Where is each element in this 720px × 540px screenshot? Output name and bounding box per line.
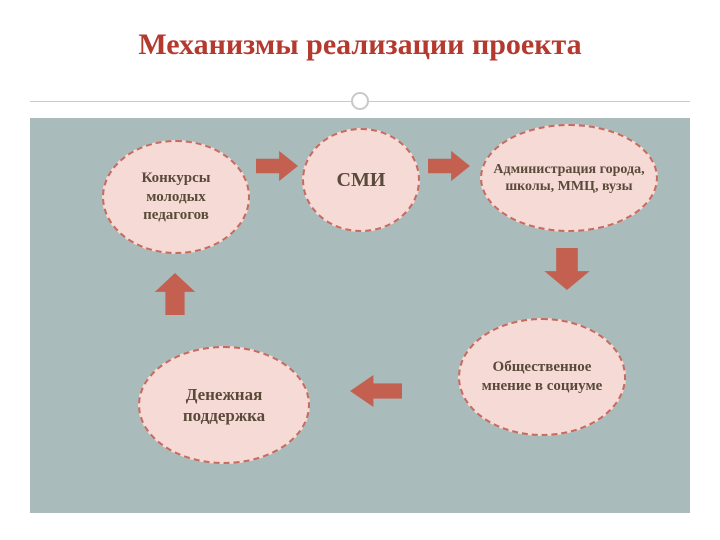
page-title: Механизмы реализации проекта (0, 0, 720, 62)
arrow-a2 (428, 148, 470, 184)
arrow-a4 (350, 372, 402, 410)
node-smi: СМИ (302, 128, 420, 232)
node-label: Администрация города, школы, ММЦ, вузы (490, 161, 648, 196)
divider-circle-icon (351, 92, 369, 110)
node-podderzhka: Денежная поддержка (138, 346, 310, 464)
arrow-a3 (540, 248, 594, 290)
node-admin: Администрация города, школы, ММЦ, вузы (480, 124, 658, 232)
node-mnenie: Общественное мнение в социуме (458, 318, 626, 436)
node-label: Денежная поддержка (148, 384, 300, 427)
diagram-canvas: СМИ Администрация города, школы, ММЦ, вуз… (30, 118, 690, 513)
title-divider (30, 92, 690, 110)
node-label: СМИ (337, 168, 386, 193)
arrow-a1 (256, 148, 298, 184)
node-label: Общественное мнение в социуме (468, 358, 616, 396)
node-konkursy: Конкурсы молодых педагогов (102, 140, 250, 254)
node-label: Конкурсы молодых педагогов (112, 169, 240, 225)
arrow-a5 (151, 273, 199, 315)
